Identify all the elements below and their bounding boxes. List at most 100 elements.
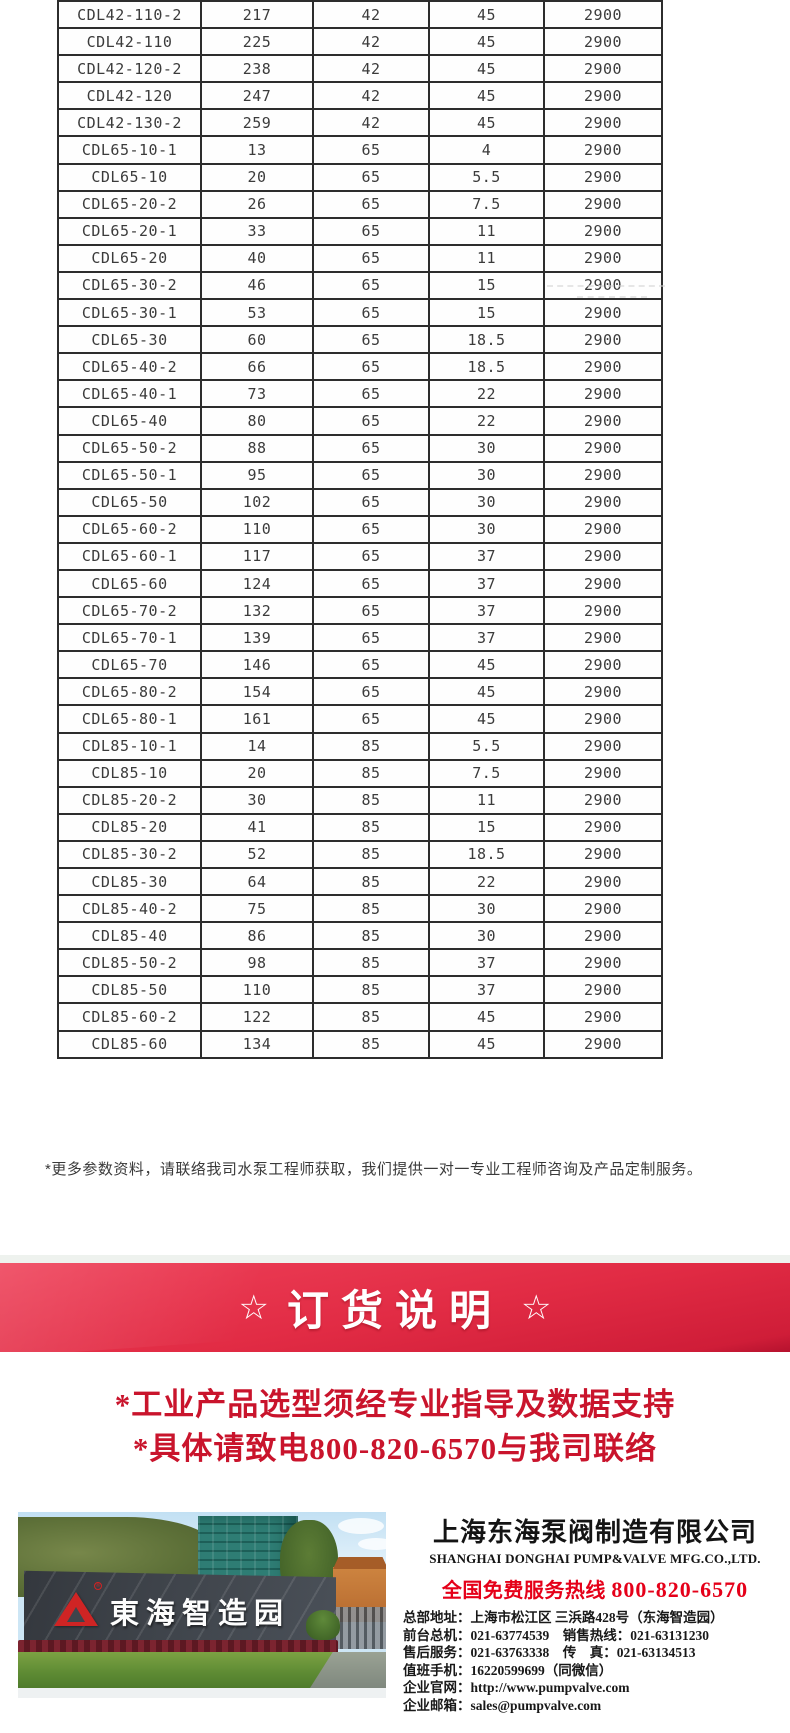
- value-cell: 37: [428, 596, 545, 626]
- value-cell: 85: [312, 1029, 430, 1059]
- value-cell: 64: [200, 866, 314, 897]
- model-cell: CDL42-120-2: [57, 54, 202, 84]
- photo-reflection: [18, 1688, 386, 1698]
- value-cell: 65: [312, 487, 430, 517]
- value-cell: 2900: [543, 894, 663, 924]
- banner-title: 订货说明: [286, 1287, 503, 1334]
- value-cell: 52: [200, 839, 314, 870]
- value-cell: 30: [428, 487, 545, 517]
- value-cell: 2900: [543, 568, 663, 599]
- sign-text: 東海智造园: [110, 1598, 291, 1630]
- value-cell: 15: [428, 812, 545, 842]
- model-cell: CDL85-10-1: [57, 731, 202, 761]
- value-cell: 11: [428, 216, 545, 246]
- value-cell: 85: [312, 812, 430, 842]
- model-cell: CDL65-30-2: [57, 270, 202, 301]
- star-icon: ☆: [521, 1288, 552, 1327]
- registered-mark: ®: [94, 1582, 102, 1590]
- value-cell: 2900: [543, 812, 663, 842]
- value-cell: 65: [312, 379, 430, 409]
- table-row: CDL85-20 41 85 15 2900: [57, 812, 663, 842]
- watermark: [547, 282, 665, 306]
- value-cell: 80: [200, 406, 314, 436]
- value-cell: 2900: [543, 243, 663, 273]
- value-cell: 2900: [543, 839, 663, 870]
- contact-line: 值班手机：16220599699（同微信）: [403, 1662, 613, 1678]
- value-cell: 247: [200, 81, 314, 111]
- model-cell: CDL65-20-2: [57, 189, 202, 219]
- value-cell: 65: [312, 135, 430, 165]
- value-cell: 2900: [543, 948, 663, 978]
- table-row: CDL65-70-1 139 65 37 2900: [57, 623, 663, 653]
- table-row: CDL65-30-2 46 65 15 2900: [57, 270, 663, 301]
- value-cell: 15: [428, 298, 545, 328]
- value-cell: 95: [200, 460, 314, 490]
- value-cell: 40: [200, 243, 314, 273]
- value-cell: 41: [200, 812, 314, 842]
- value-cell: 65: [312, 216, 430, 246]
- value-cell: 20: [200, 162, 314, 192]
- value-cell: 65: [312, 243, 430, 273]
- value-cell: 86: [200, 921, 314, 951]
- model-cell: CDL65-70-1: [57, 623, 202, 653]
- value-cell: 37: [428, 623, 545, 653]
- table-row: CDL42-110-2 217 42 45 2900: [57, 0, 663, 30]
- value-cell: 117: [200, 541, 314, 571]
- table-row: CDL65-10 20 65 5.5 2900: [57, 162, 663, 192]
- order-info-banner: ☆ 订货说明 ☆: [0, 1263, 790, 1352]
- value-cell: 37: [428, 948, 545, 978]
- value-cell: 22: [428, 406, 545, 436]
- model-cell: CDL65-20: [57, 243, 202, 273]
- value-cell: 13: [200, 135, 314, 165]
- photo-cloud: [338, 1518, 384, 1534]
- company-name-cn: 上海东海泵阀制造有限公司: [432, 1517, 757, 1547]
- value-cell: 110: [200, 975, 314, 1005]
- value-cell: 26: [200, 189, 314, 219]
- value-cell: 65: [312, 514, 430, 544]
- value-cell: 2900: [543, 541, 663, 571]
- value-cell: 154: [200, 677, 314, 707]
- table-row: CDL65-30 60 65 18.5 2900: [57, 325, 663, 355]
- notice-line-2: *具体请致电800-820-6570与我司联络: [132, 1431, 658, 1466]
- value-cell: 30: [428, 894, 545, 924]
- model-cell: CDL42-110-2: [57, 0, 202, 30]
- model-cell: CDL65-30-1: [57, 298, 202, 328]
- table-row: CDL85-10-1 14 85 5.5 2900: [57, 731, 663, 761]
- value-cell: 102: [200, 487, 314, 517]
- value-cell: 2900: [543, 514, 663, 544]
- model-cell: CDL42-110: [57, 27, 202, 57]
- photo-cloud: [358, 1538, 386, 1550]
- value-cell: 2900: [543, 731, 663, 761]
- value-cell: 5.5: [428, 162, 545, 192]
- value-cell: 146: [200, 650, 314, 680]
- table-row: CDL85-50 110 85 37 2900: [57, 975, 663, 1005]
- value-cell: 2900: [543, 406, 663, 436]
- model-cell: CDL85-10: [57, 758, 202, 788]
- value-cell: 85: [312, 948, 430, 978]
- star-icon: ☆: [238, 1288, 269, 1327]
- value-cell: 45: [428, 108, 545, 138]
- model-cell: CDL65-70-2: [57, 596, 202, 626]
- table-row: CDL42-130-2 259 42 45 2900: [57, 108, 663, 138]
- company-name-en: SHANGHAI DONGHAI PUMP&VALVE MFG.CO.,LTD.: [429, 1551, 761, 1566]
- value-cell: 2900: [543, 135, 663, 165]
- table-row: CDL65-40 80 65 22 2900: [57, 406, 663, 436]
- value-cell: 238: [200, 54, 314, 84]
- value-cell: 2900: [543, 460, 663, 490]
- table-row: CDL42-120 247 42 45 2900: [57, 81, 663, 111]
- table-row: CDL85-20-2 30 85 11 2900: [57, 785, 663, 815]
- value-cell: 2900: [543, 216, 663, 246]
- value-cell: 2900: [543, 866, 663, 897]
- model-cell: CDL85-60: [57, 1029, 202, 1059]
- value-cell: 42: [312, 81, 430, 111]
- table-row: CDL85-60 134 85 45 2900: [57, 1029, 663, 1059]
- table-row: CDL42-110 225 42 45 2900: [57, 27, 663, 57]
- value-cell: 2900: [543, 162, 663, 192]
- banner-top-strip: [0, 1255, 790, 1263]
- value-cell: 15: [428, 270, 545, 301]
- table-row: CDL65-20 40 65 11 2900: [57, 243, 663, 273]
- value-cell: 85: [312, 866, 430, 897]
- value-cell: 45: [428, 27, 545, 57]
- value-cell: 46: [200, 270, 314, 301]
